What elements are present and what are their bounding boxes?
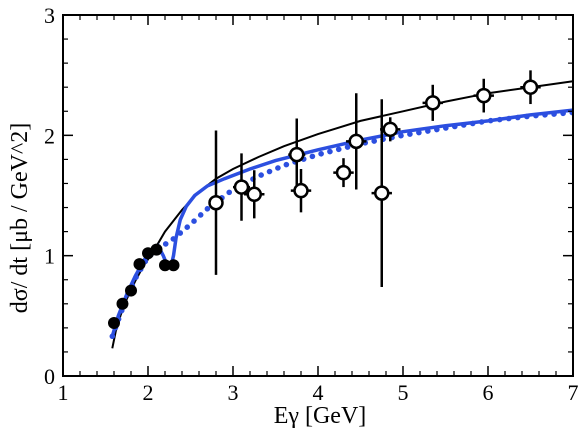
- open-marker: [374, 185, 390, 201]
- open-marker: [335, 164, 352, 181]
- x-axis-title: Eγ [GeV]: [274, 403, 367, 429]
- x-tick-label: 5: [398, 380, 409, 405]
- open-marker: [382, 121, 398, 138]
- x-tick-label: 3: [228, 380, 239, 405]
- plot-frame: [62, 14, 574, 377]
- open-data-point: [333, 158, 354, 188]
- y-tick-label: 0: [44, 364, 55, 389]
- series-line-dotted-blue-line: [109, 109, 573, 340]
- open-data-point: [288, 118, 306, 191]
- open-data-point: [208, 130, 224, 275]
- curves: [109, 80, 573, 349]
- open-data-point: [346, 93, 367, 190]
- y-axis-title: dσ/ dt [μb / GeV^2]: [7, 123, 33, 313]
- open-marker: [289, 146, 305, 163]
- open-data-point: [473, 78, 494, 113]
- y-tick-label: 3: [44, 3, 55, 28]
- open-marker: [246, 186, 262, 203]
- open-data-point: [290, 169, 312, 213]
- x-tick-label: 7: [568, 380, 579, 405]
- x-tick-label: 1: [58, 380, 69, 405]
- x-tick-label: 6: [483, 380, 494, 405]
- open-marker: [208, 194, 224, 211]
- open-marker: [293, 182, 309, 199]
- y-tick-label: 1: [44, 244, 55, 269]
- filled-data-point: [159, 259, 171, 272]
- open-data-point: [380, 117, 401, 142]
- plot-area: [108, 70, 573, 349]
- x-tick-label: 4: [313, 380, 324, 405]
- y-tick-label: 2: [44, 123, 55, 148]
- filled-data-point: [150, 243, 163, 256]
- open-data-point: [422, 84, 443, 121]
- open-data-point: [520, 70, 541, 105]
- series-line-solid-blue-line: [110, 108, 573, 337]
- open-data-point: [244, 170, 265, 219]
- filled-data-point: [133, 258, 146, 271]
- filled-data-point: [167, 259, 180, 272]
- filled-data-point: [125, 284, 137, 297]
- open-marker: [476, 87, 492, 104]
- open-marker: [233, 179, 250, 195]
- open-marker: [425, 95, 441, 111]
- open-marker: [522, 79, 539, 95]
- open-marker: [348, 133, 364, 150]
- open-data-point: [233, 153, 250, 221]
- filled-data-point: [108, 317, 120, 330]
- filled-data-point: [116, 297, 129, 310]
- x-tick-label: 2: [143, 380, 154, 405]
